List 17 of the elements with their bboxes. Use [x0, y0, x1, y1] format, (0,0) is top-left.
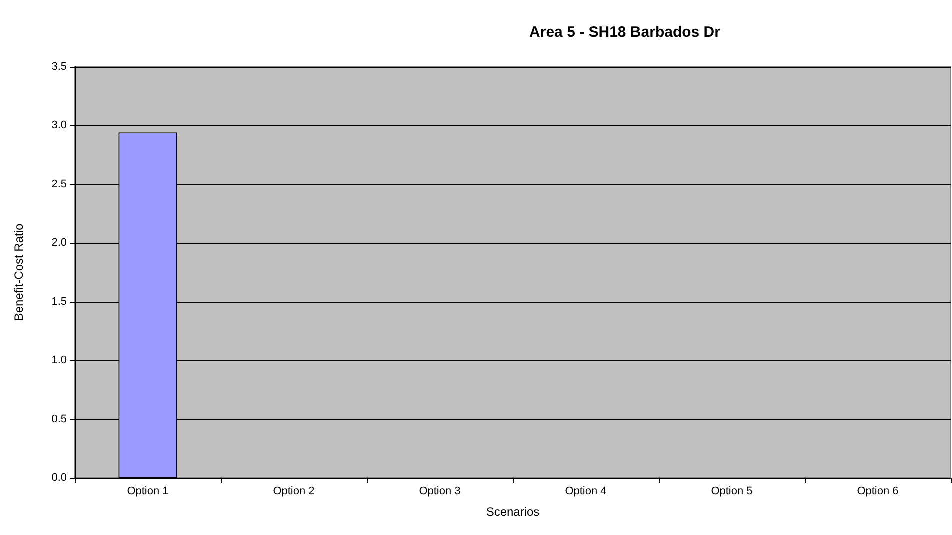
x-tick-label: Option 1	[127, 486, 169, 498]
y-tick-label: 3.0	[52, 120, 67, 132]
x-axis-title: Scenarios	[486, 505, 540, 519]
y-axis-title: Benefit-Cost Ratio	[12, 223, 26, 322]
x-tick-label: Option 3	[419, 486, 461, 498]
y-tick-label: 2.0	[52, 237, 67, 250]
x-tick-label: Option 6	[857, 486, 899, 498]
y-tick-label: 1.0	[52, 354, 67, 367]
y-tick-label: 2.5	[52, 178, 67, 190]
y-tick-label: 0.5	[52, 413, 67, 426]
y-tick-label: 3.5	[52, 61, 67, 73]
chart-title: Area 5 - SH18 Barbados Dr	[530, 24, 721, 41]
x-tick-label: Option 4	[565, 486, 607, 498]
x-tick-label: Option 5	[711, 486, 753, 498]
y-tick-label: 0.0	[52, 472, 67, 484]
x-tick-label: Option 2	[273, 486, 315, 498]
y-tick-label: 1.5	[52, 296, 67, 308]
